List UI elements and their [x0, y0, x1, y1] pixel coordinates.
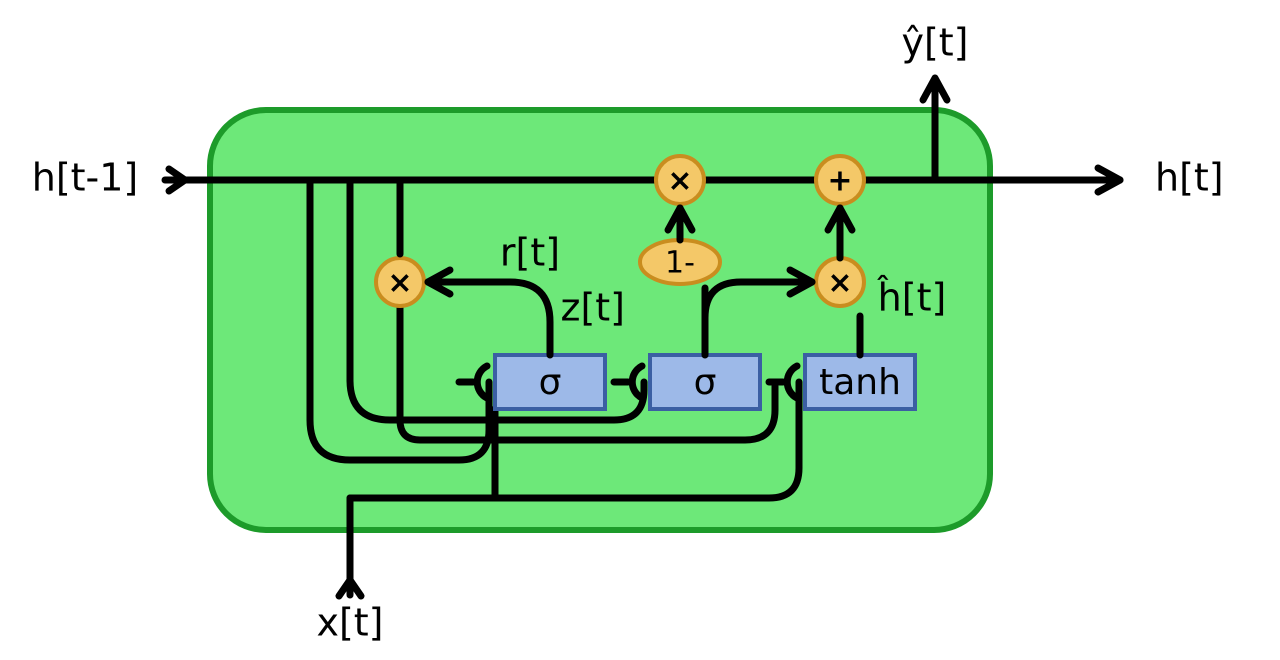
- op-mult-update-glyph: ×: [667, 164, 692, 199]
- op-one-minus-label: 1-: [665, 246, 695, 281]
- label-y-out: ŷ[t]: [901, 21, 968, 65]
- label-h-hat: ĥ[t]: [877, 276, 947, 320]
- label-z: z[t]: [561, 286, 626, 330]
- op-mult-reset-glyph: ×: [387, 266, 412, 301]
- label-x-in: x[t]: [316, 601, 383, 645]
- gate-sigma-reset-label: σ: [539, 362, 562, 403]
- label-h-in: h[t-1]: [32, 156, 139, 200]
- label-h-out: h[t]: [1155, 156, 1224, 200]
- label-r: r[t]: [500, 231, 560, 275]
- gate-tanh-label: tanh: [819, 362, 901, 403]
- op-plus-glyph: +: [827, 164, 852, 199]
- op-mult-cand-glyph: ×: [827, 266, 852, 301]
- gate-sigma-update-label: σ: [694, 362, 717, 403]
